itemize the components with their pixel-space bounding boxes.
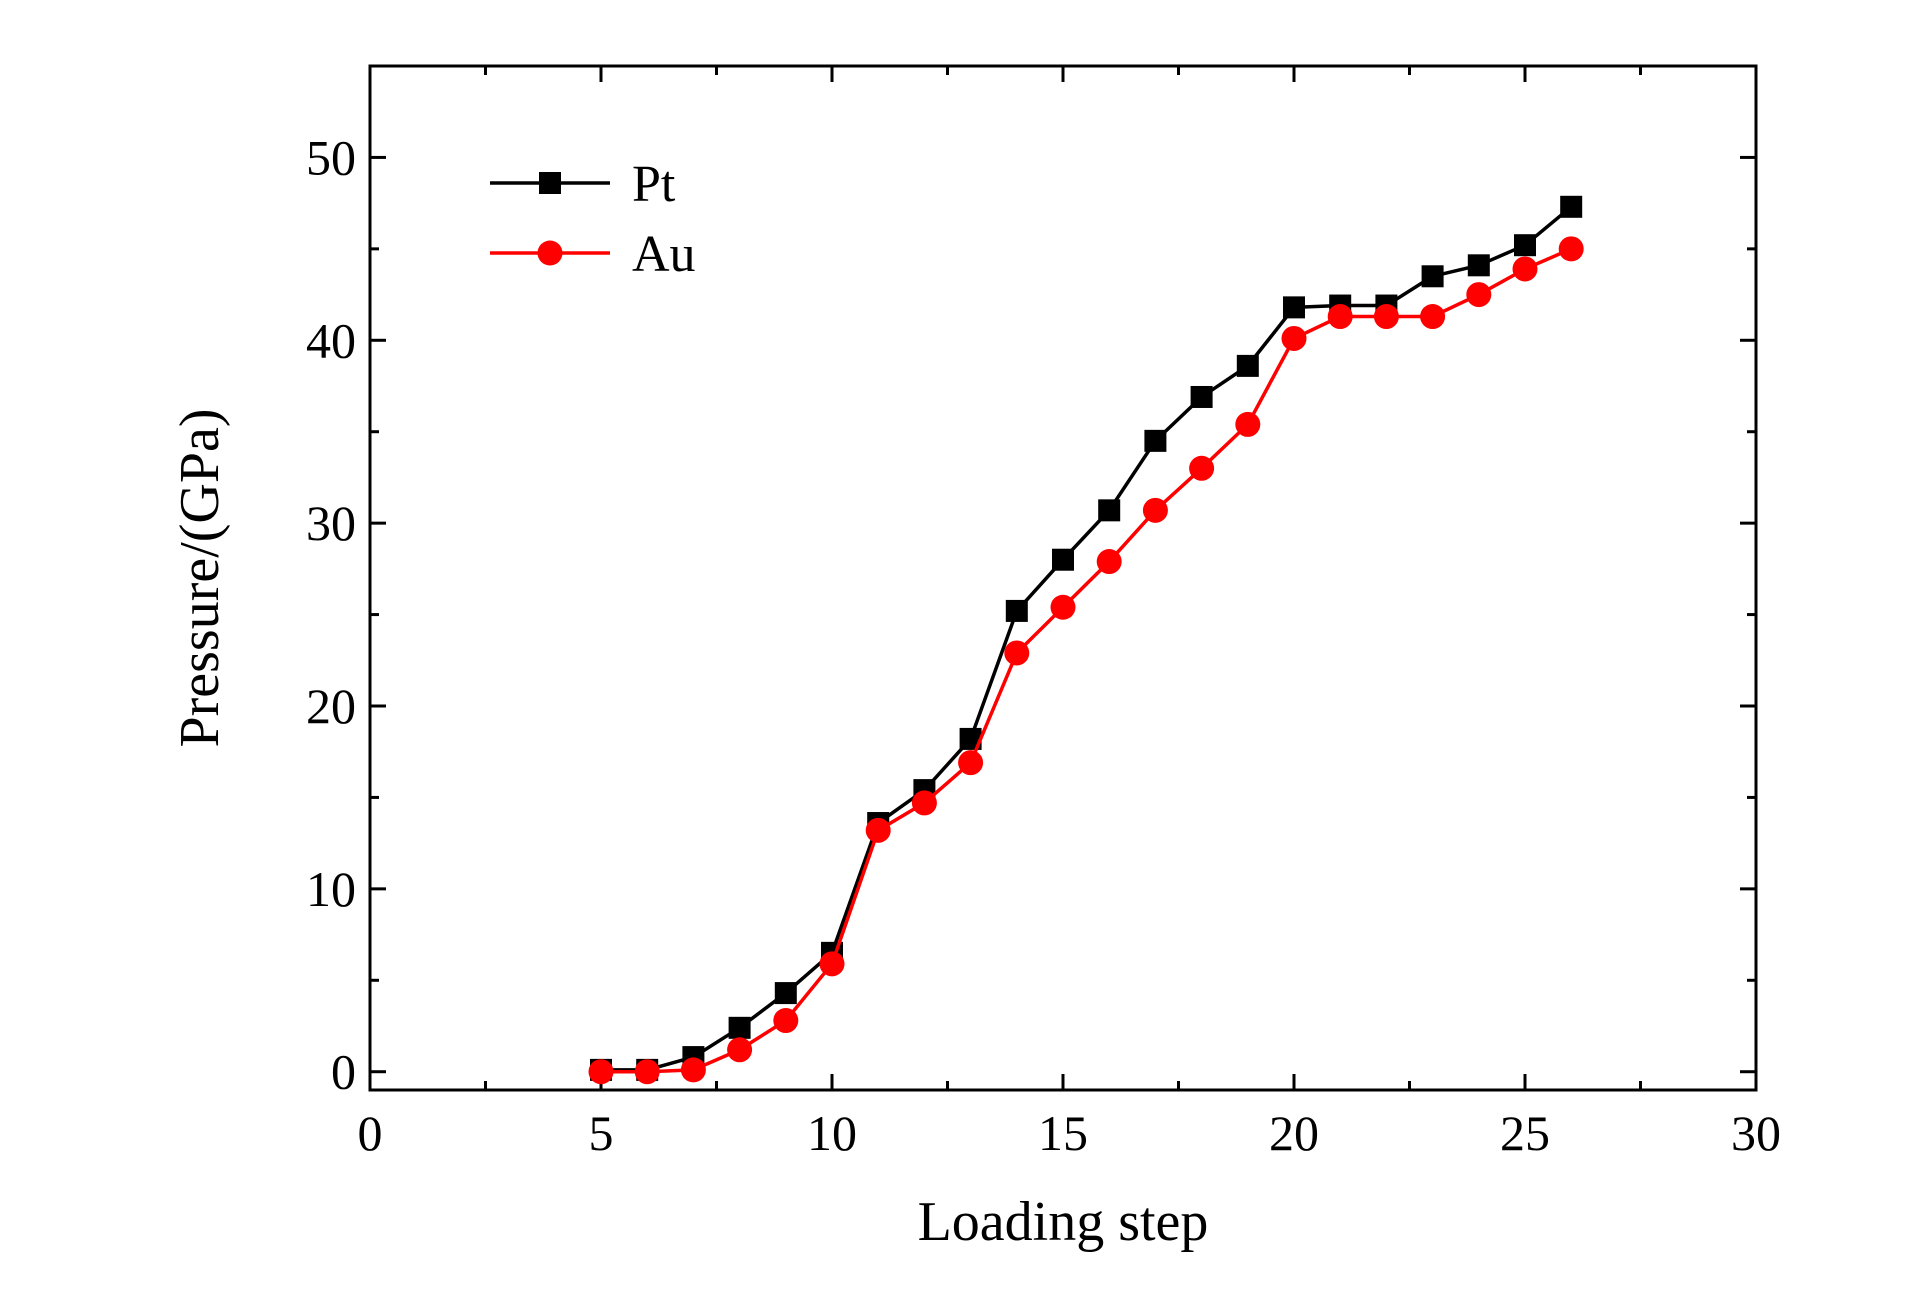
data-point-pt (1098, 499, 1121, 522)
y-tick-label: 50 (306, 129, 356, 185)
data-point-pt (1190, 385, 1213, 408)
data-point-pt (1514, 234, 1536, 257)
data-point-pt (1421, 265, 1444, 288)
data-point-pt (959, 727, 982, 750)
y-tick-label: 10 (306, 861, 356, 917)
series-line-au (601, 247, 1572, 1074)
data-point-au (1420, 304, 1446, 330)
data-point-pt (1005, 599, 1028, 622)
data-point-pt (1052, 548, 1074, 571)
data-point-au (1512, 256, 1538, 282)
y-tick-label: 30 (306, 495, 356, 551)
data-point-au (1235, 411, 1261, 437)
x-tick-label: 25 (1500, 1105, 1550, 1161)
series-au (588, 236, 1584, 1085)
x-tick-label: 20 (1269, 1105, 1319, 1161)
data-point-pt (728, 1016, 751, 1039)
data-point-au (1050, 594, 1076, 620)
x-tick-label: 30 (1731, 1105, 1781, 1161)
data-point-au (1189, 455, 1215, 481)
data-point-au (1373, 304, 1399, 330)
data-point-pt (1467, 254, 1490, 277)
data-point-au (1142, 497, 1168, 523)
data-point-au (634, 1059, 660, 1085)
x-tick-label: 15 (1038, 1105, 1088, 1161)
data-point-pt (1236, 354, 1259, 377)
data-point-au (1466, 282, 1492, 308)
legend-label-au: Au (632, 226, 696, 283)
y-axis-title: Pressure/(GPa) (169, 408, 231, 747)
y-tick-label: 40 (306, 312, 356, 368)
x-tick-label: 10 (807, 1105, 857, 1161)
data-point-pt (1283, 296, 1305, 319)
data-point-pt (774, 982, 797, 1005)
series-line-pt (601, 205, 1573, 1072)
legend-item-au: Au (490, 226, 696, 283)
data-point-au (1558, 236, 1584, 262)
x-tick-label: 5 (589, 1105, 614, 1161)
data-point-au (911, 790, 937, 816)
data-point-au (958, 750, 984, 776)
data-point-au (727, 1037, 753, 1063)
axes: 0 5 10 15 20 25 30 0 10 20 30 40 50 (306, 66, 1781, 1161)
legend-label-pt: Pt (632, 156, 676, 213)
x-tick-label: 0 (358, 1105, 383, 1161)
data-point-pt (1560, 195, 1583, 218)
data-point-au (819, 951, 845, 977)
data-point-au (588, 1059, 614, 1085)
legend-item-pt: Pt (490, 156, 676, 213)
plot-frame (368, 64, 1758, 1092)
data-point-au (865, 817, 891, 843)
data-point-au (1327, 304, 1353, 330)
legend-marker-au (537, 240, 563, 266)
y-tick-label: 0 (331, 1044, 356, 1100)
legend-marker-pt (539, 172, 561, 194)
data-point-au (773, 1008, 799, 1034)
data-point-au (1096, 549, 1122, 575)
legend: Pt Au (490, 156, 696, 283)
y-tick-label: 20 (306, 678, 356, 734)
data-point-pt (1144, 429, 1167, 452)
x-axis-title: Loading step (918, 1191, 1209, 1253)
data-point-au (1281, 325, 1307, 351)
series-layer (588, 195, 1584, 1085)
data-point-au (1004, 640, 1030, 666)
data-point-au (680, 1057, 706, 1083)
